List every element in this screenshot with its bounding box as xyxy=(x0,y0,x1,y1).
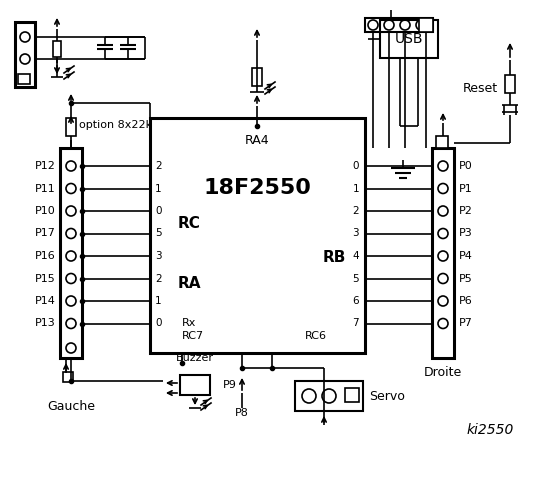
Text: RB: RB xyxy=(323,251,346,265)
Text: 2: 2 xyxy=(155,274,161,284)
Bar xyxy=(295,381,363,411)
Bar xyxy=(345,388,359,402)
Text: 4: 4 xyxy=(352,251,359,261)
Text: 2: 2 xyxy=(155,161,161,171)
Text: Buzzer: Buzzer xyxy=(176,353,214,363)
Text: 6: 6 xyxy=(352,296,359,306)
Text: P2: P2 xyxy=(459,206,473,216)
Bar xyxy=(63,372,73,382)
Text: 1: 1 xyxy=(155,183,161,193)
Bar xyxy=(365,18,433,32)
Bar xyxy=(180,375,210,395)
Text: P7: P7 xyxy=(459,319,473,328)
Text: 2: 2 xyxy=(352,206,359,216)
Text: ki2550: ki2550 xyxy=(466,423,514,437)
Text: P9: P9 xyxy=(223,380,237,390)
Text: Reset: Reset xyxy=(463,82,498,95)
Bar xyxy=(150,118,365,353)
Text: RC6: RC6 xyxy=(305,331,327,341)
Text: P3: P3 xyxy=(459,228,473,239)
Text: P11: P11 xyxy=(35,183,56,193)
Text: RC: RC xyxy=(178,216,201,230)
Bar xyxy=(436,136,448,148)
Text: P15: P15 xyxy=(35,274,56,284)
Text: P8: P8 xyxy=(235,408,249,418)
Text: P4: P4 xyxy=(459,251,473,261)
Text: 18F2550: 18F2550 xyxy=(204,178,311,198)
Text: USB: USB xyxy=(395,32,423,46)
Text: P13: P13 xyxy=(35,319,56,328)
Text: Servo: Servo xyxy=(369,389,405,403)
Bar xyxy=(252,68,262,86)
Text: P1: P1 xyxy=(459,183,473,193)
Bar xyxy=(380,20,438,58)
Bar xyxy=(18,74,30,84)
Text: P12: P12 xyxy=(35,161,56,171)
Bar xyxy=(432,148,454,358)
Text: P16: P16 xyxy=(35,251,56,261)
Text: RA4: RA4 xyxy=(245,133,270,146)
Bar xyxy=(66,118,76,136)
Bar xyxy=(15,22,35,87)
Text: 1: 1 xyxy=(352,183,359,193)
Text: 7: 7 xyxy=(352,319,359,328)
Text: 3: 3 xyxy=(155,251,161,261)
Bar xyxy=(53,41,61,57)
Text: Gauche: Gauche xyxy=(47,399,95,412)
Text: 0: 0 xyxy=(352,161,359,171)
Text: P14: P14 xyxy=(35,296,56,306)
Text: P10: P10 xyxy=(35,206,56,216)
Text: P5: P5 xyxy=(459,274,473,284)
Text: P6: P6 xyxy=(459,296,473,306)
Bar xyxy=(419,18,433,32)
Text: RA: RA xyxy=(178,276,201,290)
Bar xyxy=(505,75,515,93)
Text: Droite: Droite xyxy=(424,367,462,380)
Text: 5: 5 xyxy=(155,228,161,239)
Text: option 8x22k: option 8x22k xyxy=(79,120,152,130)
Text: Rx: Rx xyxy=(182,318,196,328)
Text: P0: P0 xyxy=(459,161,473,171)
Bar xyxy=(60,148,82,358)
Text: 1: 1 xyxy=(155,296,161,306)
Text: 3: 3 xyxy=(352,228,359,239)
Text: 5: 5 xyxy=(352,274,359,284)
Text: RC7: RC7 xyxy=(182,331,204,341)
Text: 0: 0 xyxy=(155,206,161,216)
Text: 0: 0 xyxy=(155,319,161,328)
Text: P17: P17 xyxy=(35,228,56,239)
